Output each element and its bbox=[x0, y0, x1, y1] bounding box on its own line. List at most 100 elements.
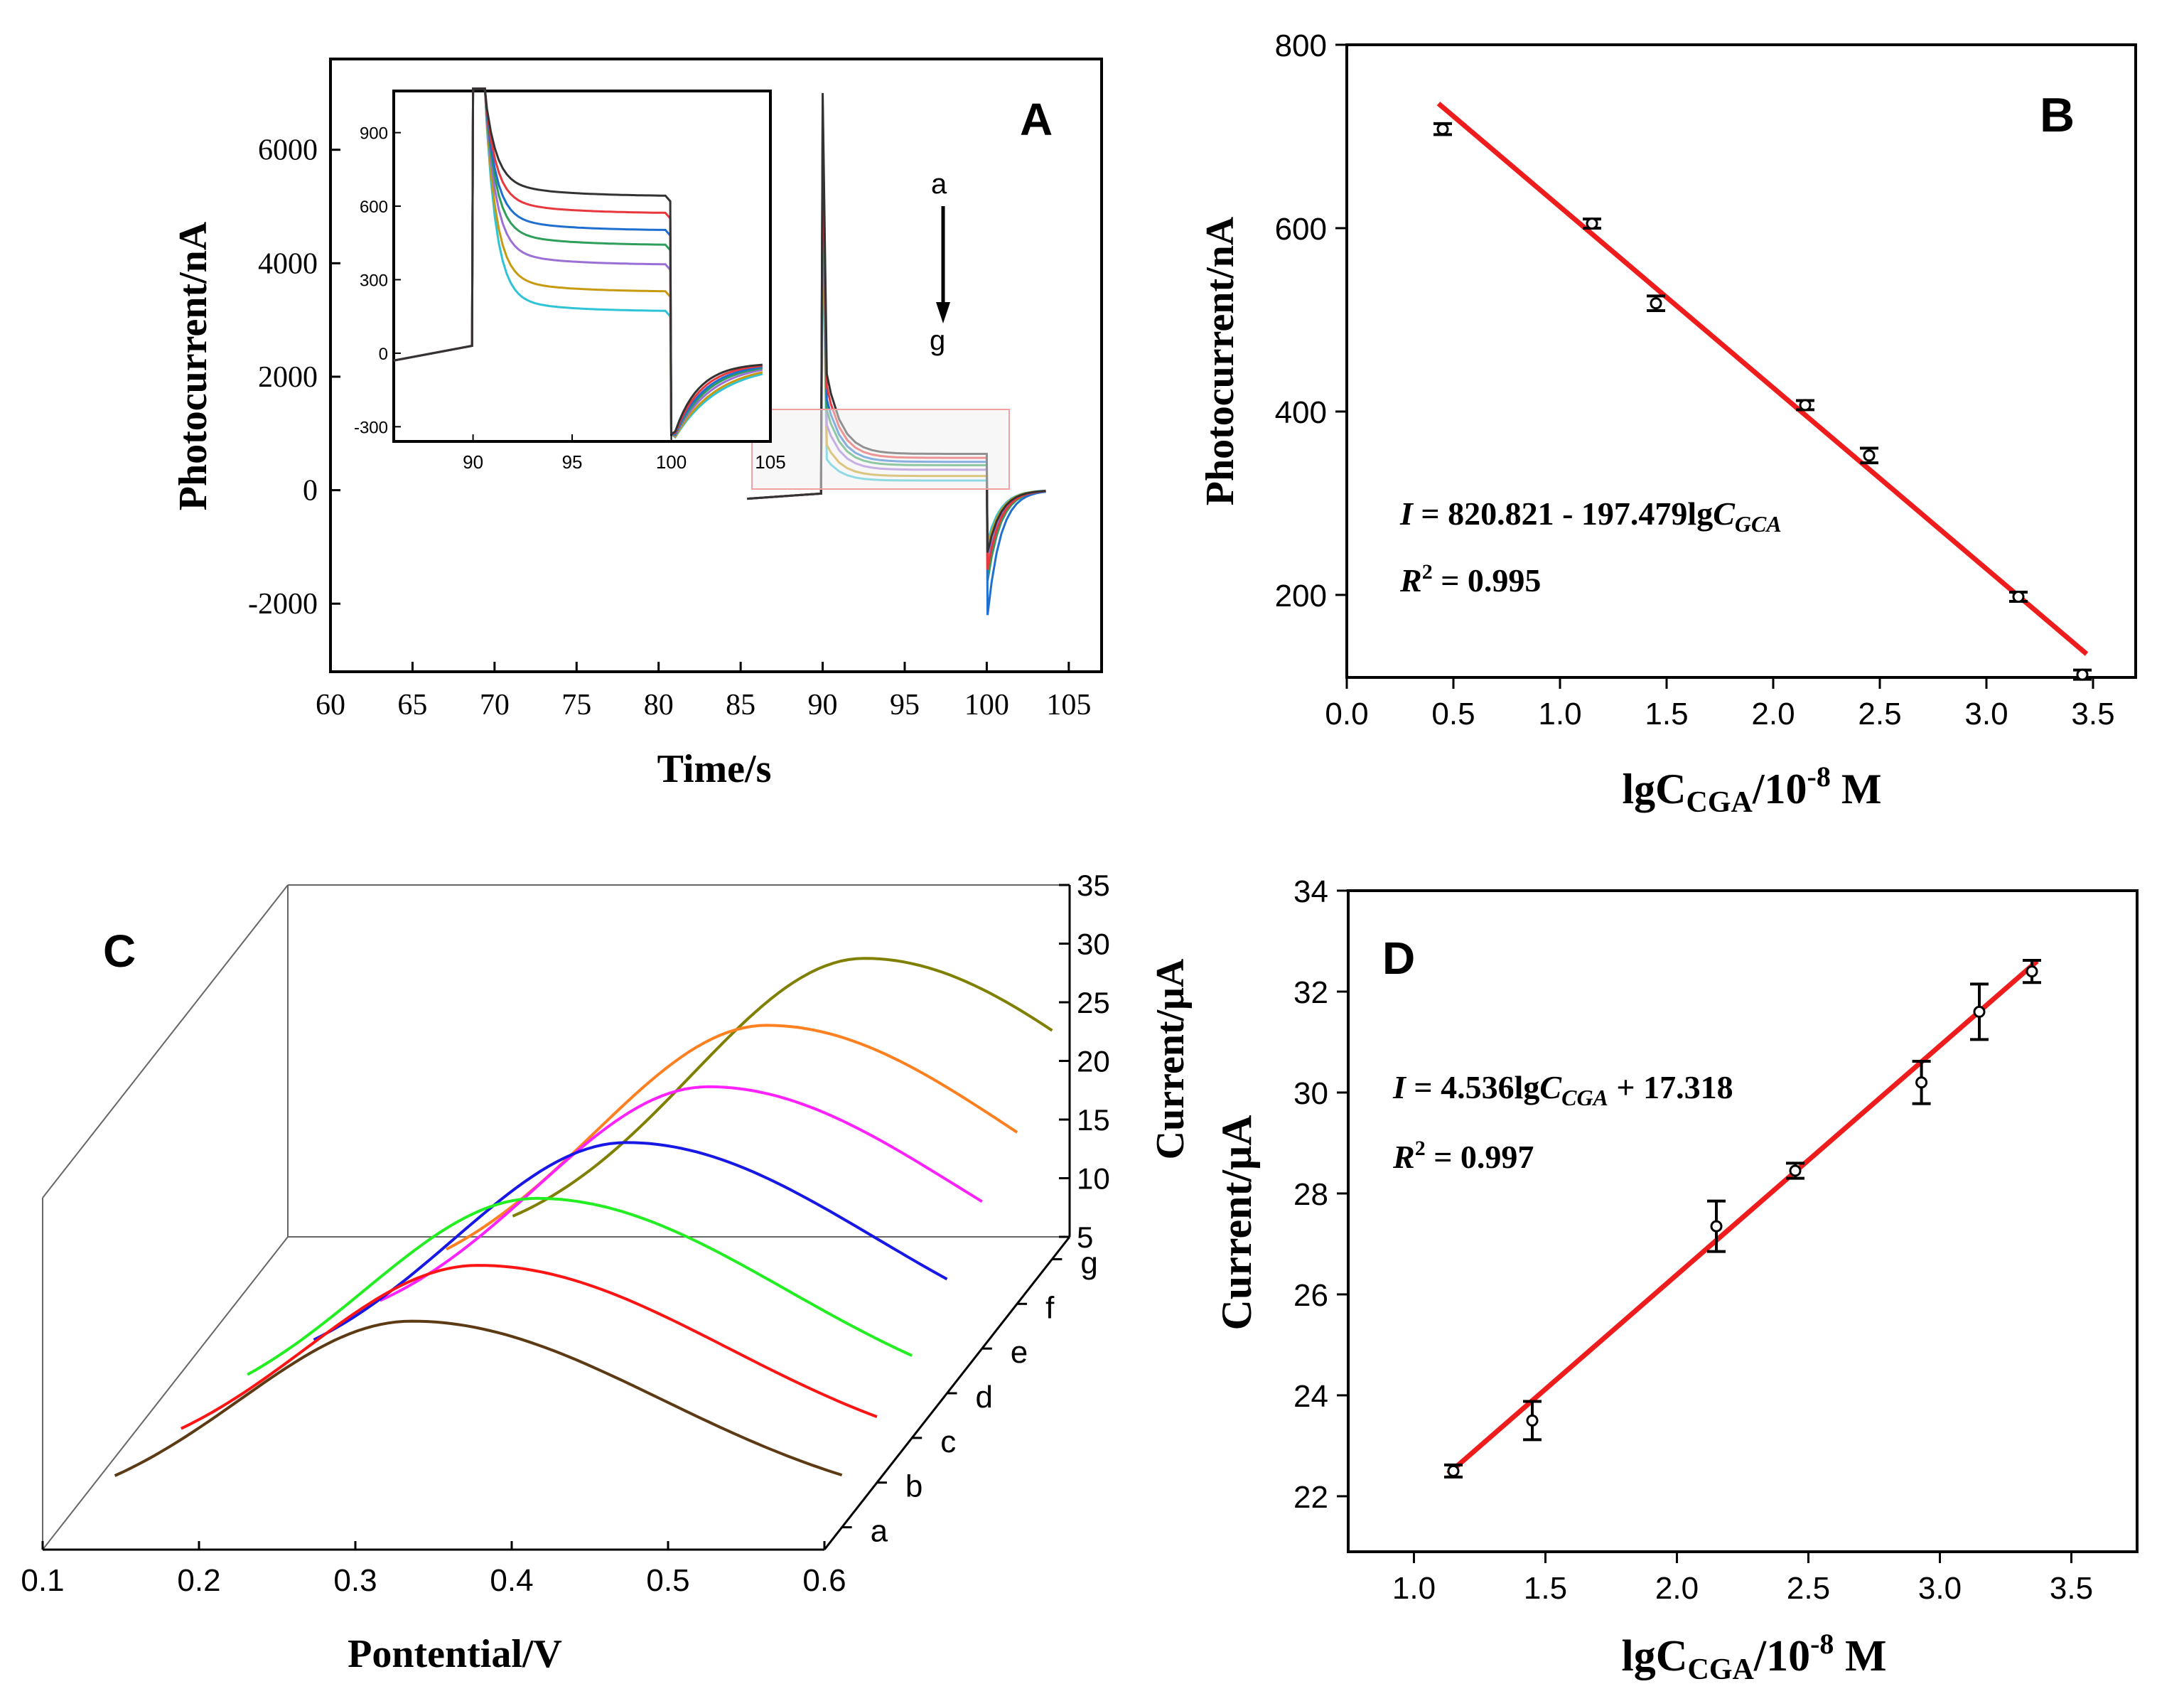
panel-a-series-f bbox=[747, 195, 1046, 547]
panel-a-xlabel: Time/s bbox=[657, 747, 772, 791]
panel-d-data-point bbox=[1707, 1199, 1726, 1253]
panel-c-xlabel: Pontential/V bbox=[348, 1632, 562, 1676]
panel-a-inset-ytick-label: 600 bbox=[360, 198, 388, 217]
panel-c-depth-label: a bbox=[871, 1514, 888, 1549]
panel-a-inset-series-b bbox=[393, 87, 763, 436]
panel-b-r2-sup: 2 bbox=[1422, 560, 1433, 584]
panel-a-xtick-label: 85 bbox=[726, 689, 755, 721]
panel-a-inset: 90 95 100 105 -300 0 300 600 900 bbox=[354, 87, 786, 473]
panel-d: 1.0 1.5 2.0 2.5 3.0 3.5 22 24 26 28 30 32 34 D I = … bbox=[1213, 874, 2139, 1686]
panel-a: 60 65 70 75 80 85 90 95 100 105 -2000 0 2000 4000 600… bbox=[171, 58, 1103, 791]
panel-b-ytick-label: 200 bbox=[1275, 579, 1327, 613]
panel-b-data-point bbox=[2009, 590, 2028, 603]
panel-b-data-point bbox=[1583, 218, 1601, 230]
panel-b-r2-value: = 0.995 bbox=[1433, 562, 1542, 599]
panel-a-ytick-label: -2000 bbox=[248, 588, 318, 621]
panel-a-inset-ytick-label: -300 bbox=[354, 418, 388, 437]
panel-b-ytick-label: 600 bbox=[1275, 212, 1327, 247]
panel-c-depth-label: d bbox=[976, 1380, 993, 1415]
panel-a-inset-series-c bbox=[393, 87, 763, 436]
panel-b-xtick-label: 3.0 bbox=[1964, 697, 2008, 731]
panel-c-series-d bbox=[313, 1141, 948, 1341]
panel-a-inset-xtick-label: 100 bbox=[656, 451, 687, 473]
panel-a-ytick-label: 6000 bbox=[258, 134, 318, 167]
panel-d-frame bbox=[1347, 889, 2139, 1553]
panel-a-ytick-label: 2000 bbox=[258, 361, 318, 394]
panel-a-label: A bbox=[1020, 94, 1053, 145]
panel-a-inset-series-d bbox=[393, 87, 763, 436]
panel-b-data-point bbox=[2073, 668, 2092, 681]
panel-d-data-point bbox=[1444, 1463, 1463, 1479]
panel-c-ylabel: Current/μA bbox=[1149, 958, 1193, 1159]
panel-d-data-point bbox=[2023, 958, 2041, 985]
panel-d-ytick-label: 34 bbox=[1293, 874, 1328, 909]
panel-b-frame bbox=[1345, 43, 2137, 679]
panel-b-xtick-label: 2.5 bbox=[1858, 697, 1901, 731]
panel-c-series-e bbox=[379, 1085, 983, 1302]
panel-a-xtick-label: 100 bbox=[964, 689, 1009, 721]
panel-d-xtick-label: 1.0 bbox=[1392, 1571, 1436, 1606]
panel-b-xtick-label: 0.0 bbox=[1325, 697, 1368, 731]
panel-d-xlabel: lgCCGA/10-8 M bbox=[1622, 1628, 1887, 1686]
panel-b-label: B bbox=[2040, 88, 2075, 142]
panel-d-ytick-label: 26 bbox=[1293, 1278, 1328, 1313]
panel-c-ztick-label: 20 bbox=[1077, 1045, 1110, 1078]
panel-a-ytick-label: 0 bbox=[303, 475, 318, 508]
panel-b-ylabel: Photocurrent/nA bbox=[1198, 216, 1242, 505]
panel-c-series-b bbox=[181, 1264, 878, 1430]
panel-c-series-g bbox=[512, 957, 1053, 1218]
panel-b-eq-body: = 820.821 - 197.479lg bbox=[1413, 495, 1713, 532]
panel-c-depth-label: f bbox=[1045, 1290, 1055, 1325]
panel-a-xtick-label: 105 bbox=[1046, 689, 1091, 721]
panel-d-ytick-label: 32 bbox=[1293, 975, 1328, 1010]
panel-d-r2: R2 = 0.997 bbox=[1392, 1137, 1534, 1175]
panel-c-depth-label: g bbox=[1080, 1245, 1097, 1280]
panel-d-fit-line bbox=[1446, 959, 2039, 1476]
panel-d-xtick-label: 1.5 bbox=[1524, 1571, 1567, 1606]
panel-c-series-f bbox=[446, 1024, 1018, 1251]
panel-a-arrow-bottom-label: g bbox=[930, 325, 945, 356]
panel-c-depth-label: c bbox=[940, 1425, 956, 1459]
panel-b-ytick-label: 800 bbox=[1275, 28, 1327, 63]
panel-b-xtick-label: 3.5 bbox=[2071, 697, 2114, 731]
panel-d-data-point bbox=[1912, 1059, 1931, 1105]
panel-c-xtick-label: 0.6 bbox=[802, 1563, 846, 1598]
panel-b-xlabel: lgCCGA/10-8 M bbox=[1623, 761, 1882, 819]
panel-d-label: D bbox=[1382, 933, 1415, 984]
panel-a-inset-xtick-label: 95 bbox=[562, 451, 583, 473]
panel-a-inset-ytick-label: 900 bbox=[360, 124, 388, 144]
panel-c-ztick-label: 25 bbox=[1077, 986, 1110, 1019]
panel-c-depth-label: e bbox=[1011, 1335, 1028, 1370]
panel-c-ztick-label: 15 bbox=[1077, 1103, 1110, 1137]
panel-d-ytick-label: 30 bbox=[1293, 1076, 1328, 1111]
panel-c-depth-label: b bbox=[905, 1469, 922, 1504]
panel-c-series-c bbox=[247, 1196, 913, 1376]
panel-c-ztick-label: 35 bbox=[1077, 869, 1110, 902]
panel-d-xtick-label: 2.0 bbox=[1655, 1571, 1699, 1606]
panel-a-xtick-label: 65 bbox=[397, 689, 427, 721]
panel-b-fit-line bbox=[1436, 102, 2089, 656]
panel-a-inset-ytick-label: 0 bbox=[379, 345, 388, 364]
panel-a-series-g bbox=[747, 218, 1046, 542]
panel-a-xtick-label: 90 bbox=[808, 689, 838, 721]
panel-a-inset-series-a bbox=[393, 87, 763, 436]
panel-a-inset-xtick-label: 90 bbox=[463, 451, 483, 473]
panel-b-data-point bbox=[1860, 446, 1878, 465]
panel-c-ztick-label: 5 bbox=[1077, 1221, 1093, 1254]
panel-a-xtick-label: 75 bbox=[561, 689, 591, 721]
panel-b-xtick-label: 0.5 bbox=[1431, 697, 1475, 731]
panel-c-xtick-label: 0.3 bbox=[333, 1563, 377, 1598]
panel-a-inset-ytick-label: 300 bbox=[360, 271, 388, 290]
panel-a-arrow-head bbox=[936, 302, 950, 323]
panel-c-3d-box bbox=[42, 884, 1071, 1551]
panel-c-series-a bbox=[114, 1319, 843, 1477]
panel-a-series-b bbox=[747, 127, 1046, 570]
panel-d-ytick-label: 24 bbox=[1293, 1379, 1328, 1414]
panel-c-xtick-label: 0.5 bbox=[646, 1563, 689, 1598]
panel-a-inset-series-e bbox=[393, 87, 763, 437]
panel-b-data-point bbox=[1647, 294, 1665, 313]
panel-b-equation: I = 820.821 - 197.479lgCGCA bbox=[1399, 495, 1782, 537]
panel-b-xtick-label: 1.0 bbox=[1538, 697, 1581, 731]
